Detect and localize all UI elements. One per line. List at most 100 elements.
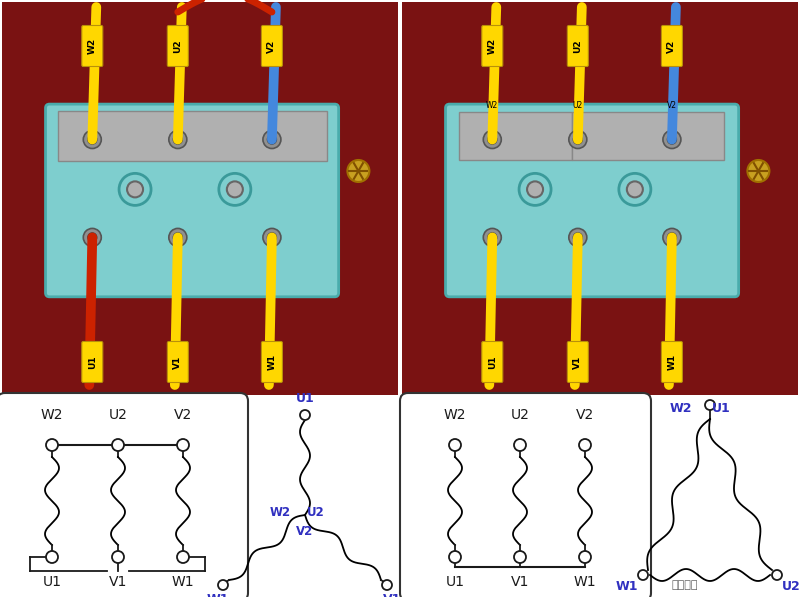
Text: W2: W2 (41, 408, 63, 422)
FancyBboxPatch shape (402, 2, 798, 395)
Circle shape (177, 551, 189, 563)
Circle shape (514, 439, 526, 451)
Circle shape (667, 135, 677, 144)
Text: W2: W2 (444, 408, 466, 422)
FancyBboxPatch shape (0, 397, 800, 597)
Text: W1: W1 (574, 575, 596, 589)
Circle shape (218, 580, 228, 590)
FancyBboxPatch shape (58, 111, 326, 161)
Circle shape (174, 233, 182, 242)
Circle shape (627, 181, 643, 198)
Text: U2: U2 (573, 101, 583, 110)
Circle shape (705, 400, 715, 410)
Circle shape (119, 173, 151, 205)
Circle shape (747, 160, 770, 182)
Circle shape (46, 551, 58, 563)
Circle shape (574, 233, 582, 242)
FancyBboxPatch shape (82, 26, 102, 66)
FancyBboxPatch shape (46, 104, 338, 297)
Circle shape (300, 410, 310, 420)
Text: U2: U2 (307, 506, 325, 519)
Circle shape (169, 229, 187, 247)
FancyBboxPatch shape (458, 112, 572, 160)
Circle shape (483, 229, 502, 247)
Text: U1: U1 (488, 355, 497, 369)
FancyBboxPatch shape (572, 112, 724, 160)
Circle shape (112, 439, 124, 451)
Text: U2: U2 (574, 39, 582, 53)
Circle shape (263, 131, 281, 149)
Circle shape (127, 181, 143, 198)
Text: 技成培训: 技成培训 (672, 580, 698, 590)
Circle shape (267, 135, 277, 144)
Circle shape (46, 439, 58, 451)
Circle shape (488, 135, 497, 144)
Text: V1: V1 (574, 355, 582, 368)
Text: W1: W1 (267, 354, 277, 370)
Circle shape (667, 233, 677, 242)
Text: V2: V2 (667, 101, 677, 110)
Text: U1: U1 (42, 575, 62, 589)
FancyBboxPatch shape (167, 341, 188, 383)
Text: V2: V2 (296, 525, 314, 538)
Circle shape (638, 570, 648, 580)
FancyBboxPatch shape (446, 104, 738, 297)
Text: V2: V2 (267, 39, 277, 53)
Text: V1: V1 (511, 575, 529, 589)
Circle shape (663, 131, 681, 149)
FancyBboxPatch shape (567, 341, 588, 383)
Circle shape (483, 131, 502, 149)
Circle shape (579, 551, 591, 563)
Text: V1: V1 (174, 355, 182, 368)
Circle shape (449, 439, 461, 451)
Circle shape (772, 570, 782, 580)
Text: U1: U1 (712, 402, 730, 416)
Text: V2: V2 (667, 39, 677, 53)
Circle shape (267, 233, 277, 242)
Circle shape (619, 173, 651, 205)
FancyBboxPatch shape (167, 26, 188, 66)
Text: U1: U1 (296, 392, 314, 405)
Text: U2: U2 (109, 408, 127, 422)
Circle shape (527, 181, 543, 198)
FancyBboxPatch shape (482, 341, 502, 383)
Text: U1: U1 (446, 575, 465, 589)
Text: W2: W2 (488, 38, 497, 54)
Circle shape (83, 229, 102, 247)
FancyBboxPatch shape (662, 341, 682, 383)
Text: U1: U1 (88, 355, 97, 369)
Circle shape (88, 135, 97, 144)
Text: V1: V1 (109, 575, 127, 589)
FancyBboxPatch shape (400, 393, 651, 597)
FancyBboxPatch shape (2, 2, 398, 395)
Circle shape (569, 131, 587, 149)
FancyBboxPatch shape (0, 393, 248, 597)
Text: V2: V2 (576, 408, 594, 422)
Circle shape (514, 551, 526, 563)
Text: V1: V1 (383, 593, 401, 597)
Circle shape (83, 131, 102, 149)
Circle shape (347, 160, 370, 182)
Circle shape (112, 551, 124, 563)
Text: W2: W2 (270, 506, 291, 519)
Text: V2: V2 (174, 408, 192, 422)
Text: W1: W1 (615, 580, 638, 593)
Circle shape (574, 135, 582, 144)
Circle shape (449, 551, 461, 563)
Circle shape (263, 229, 281, 247)
FancyBboxPatch shape (662, 26, 682, 66)
Circle shape (382, 580, 392, 590)
Text: U2: U2 (782, 580, 800, 593)
Text: W2: W2 (486, 101, 498, 110)
Text: W2: W2 (670, 402, 692, 416)
Text: W1: W1 (667, 354, 677, 370)
FancyBboxPatch shape (82, 341, 102, 383)
Circle shape (169, 131, 187, 149)
Circle shape (569, 229, 587, 247)
Circle shape (488, 233, 497, 242)
FancyBboxPatch shape (567, 26, 588, 66)
Circle shape (579, 439, 591, 451)
Circle shape (227, 181, 243, 198)
Circle shape (88, 233, 97, 242)
Circle shape (519, 173, 551, 205)
